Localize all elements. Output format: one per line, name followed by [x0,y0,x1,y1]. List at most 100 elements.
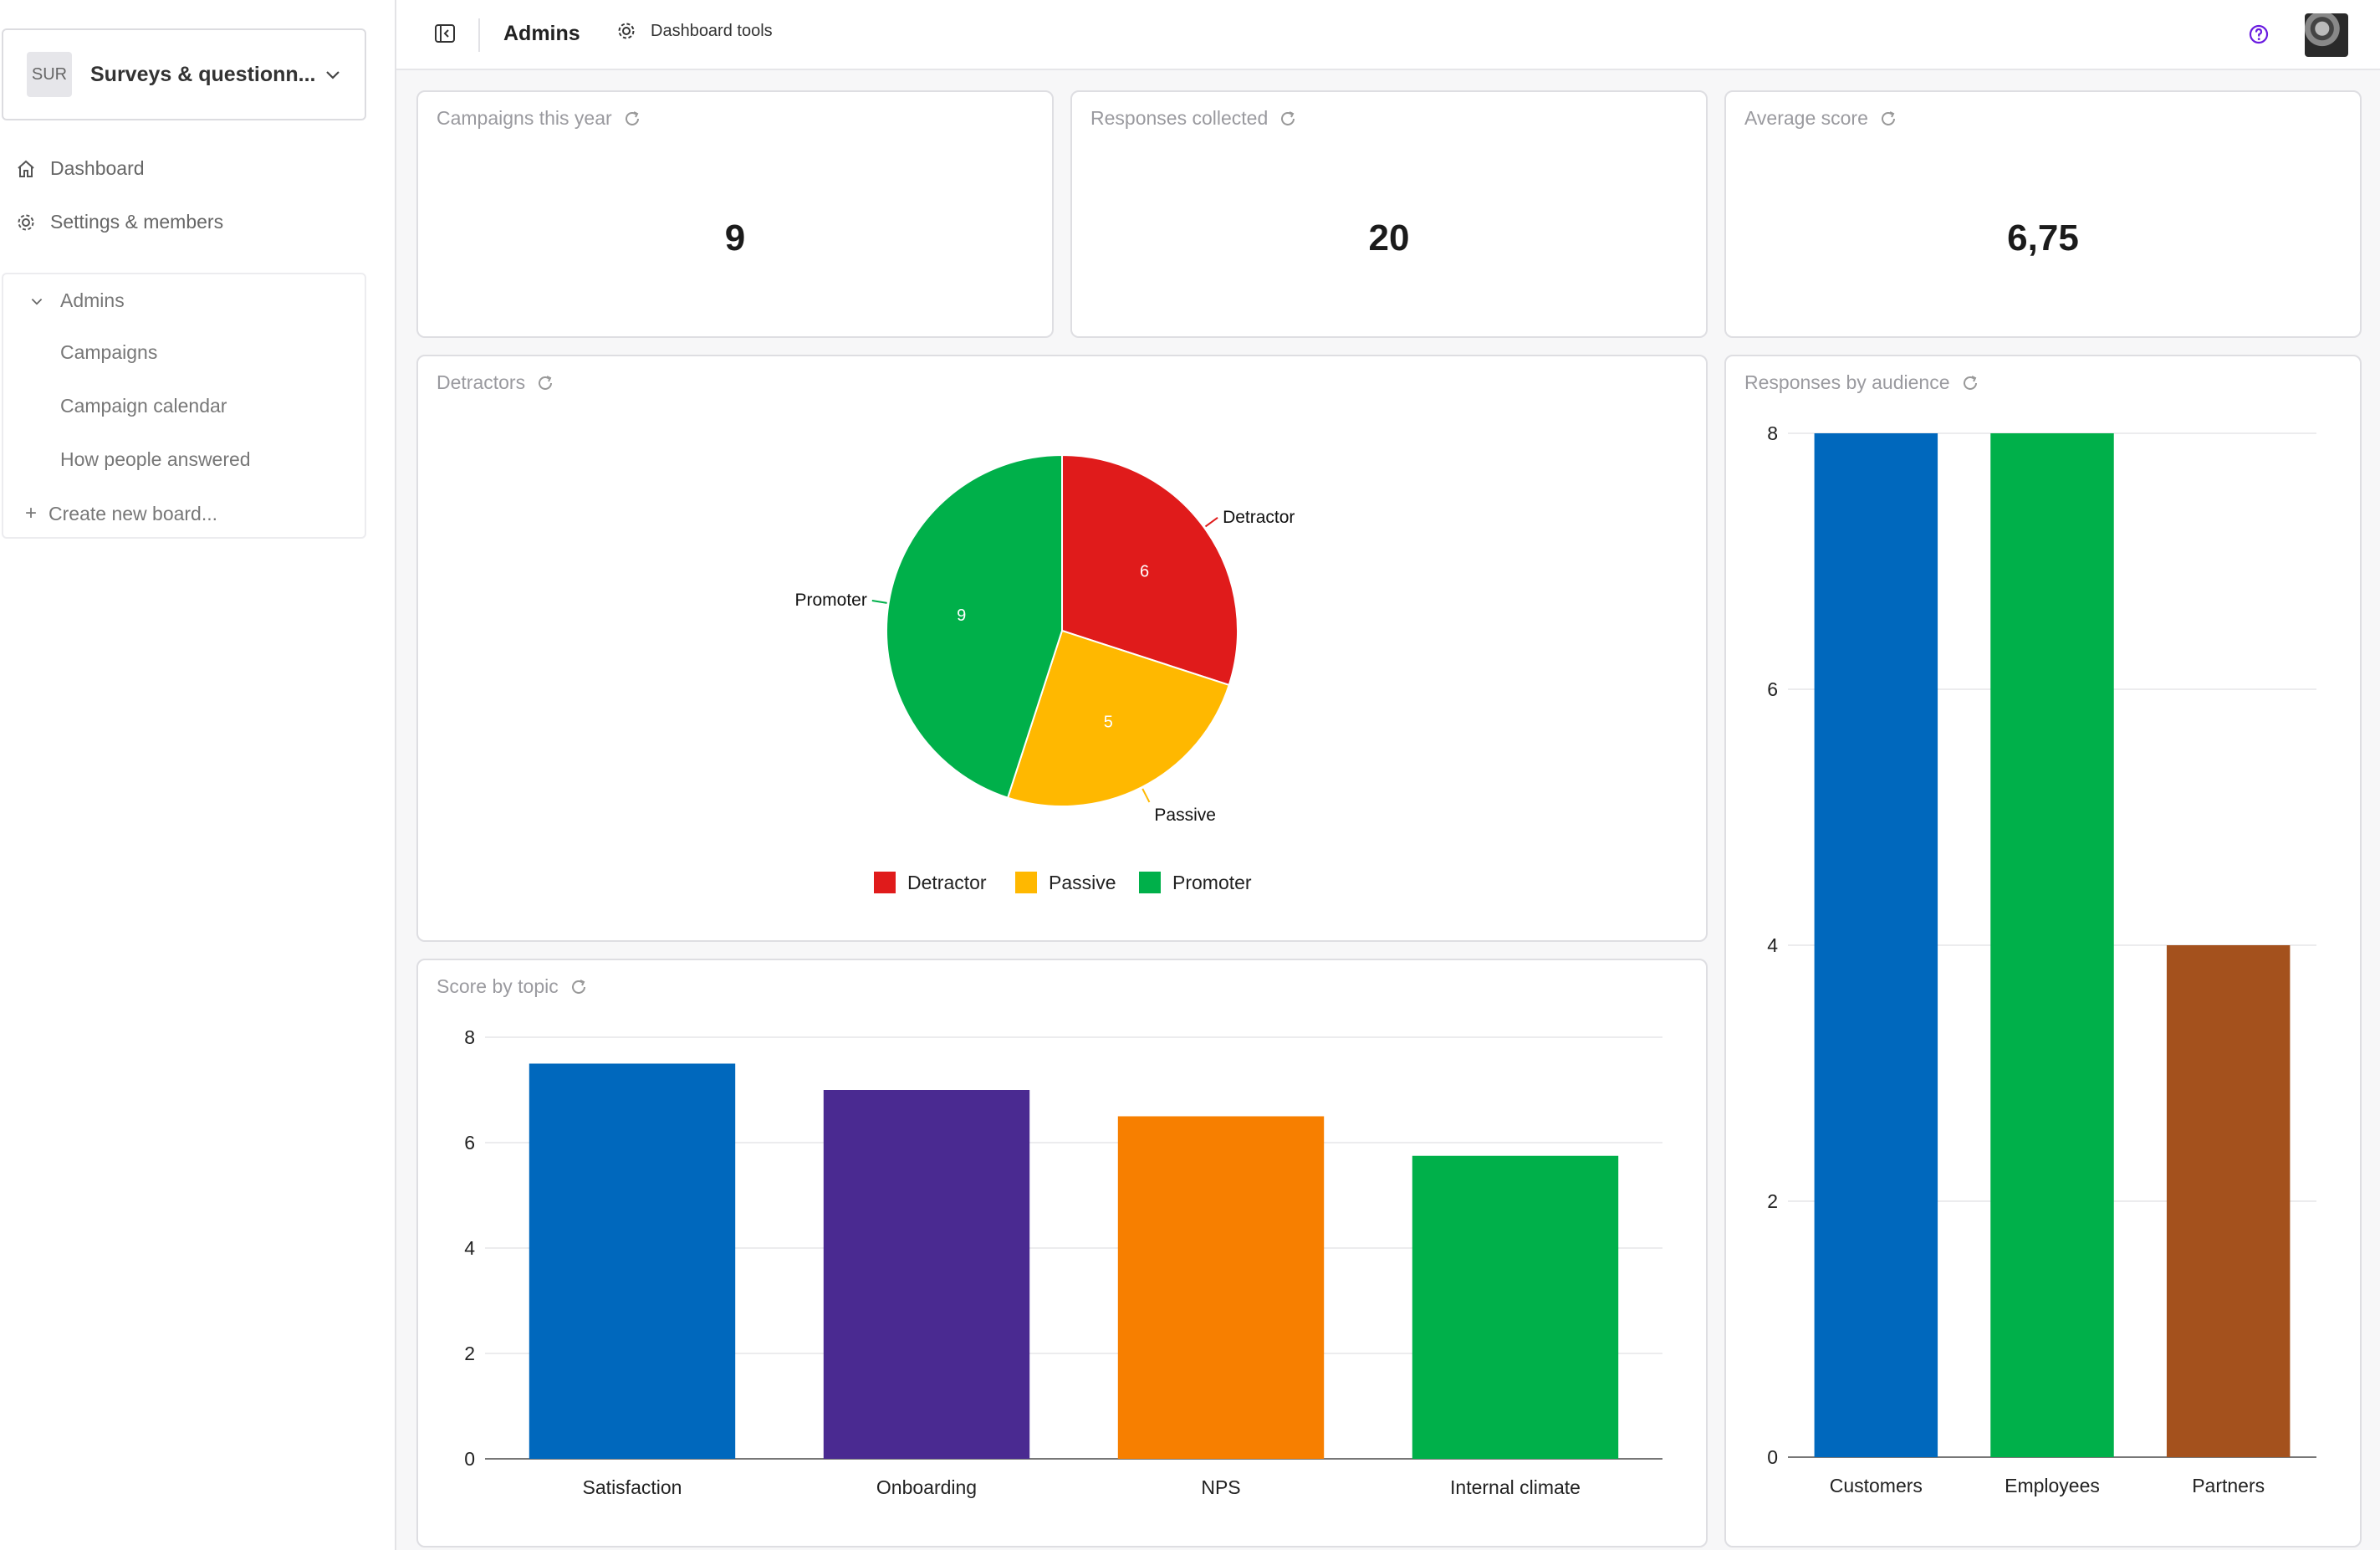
refresh-icon[interactable] [622,109,642,129]
nav-settings-label: Settings & members [50,211,224,233]
x-tick-label: Employees [2005,1475,2100,1496]
y-tick-label: 2 [1767,1190,1778,1212]
y-tick-label: 8 [1767,422,1778,444]
kpi-card-responses: Responses collected 20 [1070,90,1708,338]
kpi-title: Average score [1744,107,1898,130]
x-tick-label: Onboarding [876,1476,977,1498]
board-item-how-people-answered[interactable]: How people answered [60,448,251,470]
bar-employees [1990,433,2114,1457]
x-tick-label: Partners [2192,1475,2265,1496]
legend-swatch-promoter [1139,872,1161,893]
bar-satisfaction [529,1063,736,1459]
pie-leader-line [1141,788,1151,803]
y-tick-label: 4 [464,1237,475,1259]
user-avatar[interactable] [2305,13,2348,57]
legend-swatch-passive [1015,872,1037,893]
x-tick-label: Internal climate [1450,1476,1581,1498]
refresh-icon[interactable] [569,977,589,997]
x-tick-label: Satisfaction [583,1476,682,1498]
help-button[interactable] [2248,23,2270,45]
nav-settings-members[interactable]: Settings & members [15,211,223,233]
create-board-button[interactable]: + Create new board... [25,502,217,525]
card-title: Score by topic [437,975,589,998]
gear-icon [18,214,34,230]
x-tick-label: NPS [1201,1476,1240,1498]
group-label: Admins [60,289,125,311]
board-item-campaign-calendar[interactable]: Campaign calendar [60,395,227,417]
pie-leader-line [1204,517,1218,528]
dashboard-tools-button[interactable]: Dashboard tools [615,20,773,42]
y-tick-label: 6 [464,1132,475,1154]
bar-nps [1117,1116,1325,1459]
bar-customers [1814,433,1938,1457]
legend-label-passive: Passive [1049,872,1116,893]
workspace-name: Surveys & questionn... [90,62,316,86]
help-icon [2249,24,2269,44]
detractors-card: Detractors 6 Detractor 5 Passive 9 Promoter De… [416,355,1708,942]
chevron-down-icon [326,71,340,79]
pie-value-label: 9 [957,606,966,625]
y-tick-label: 2 [464,1343,475,1364]
pie-value-label: 6 [1140,562,1149,581]
workspace-switcher[interactable]: SUR Surveys & questionn... [2,28,366,120]
group-toggle-admins[interactable]: Admins [30,289,125,312]
pie-chart: 6 Detractor 5 Passive 9 Promoter Detractor Pass… [794,453,1295,893]
sidebar: SUR Surveys & questionn... Dashboard Set… [0,0,396,1550]
kpi-card-average-score: Average score 6,75 [1724,90,2362,338]
kpi-value: 20 [1368,217,1410,258]
card-title-text: Score by topic [437,975,559,997]
page-title: Admins [503,22,580,45]
pie-slice-passive [1006,629,1230,807]
topic-bar-chart: 0 2 4 6 8 Satisfaction Onboarding NPS Internal c… [464,1026,1662,1498]
home-icon [18,160,34,177]
y-tick-label: 0 [464,1448,475,1470]
kpi-title-text: Campaigns this year [437,107,612,129]
legend-label-detractor: Detractor [907,872,987,893]
pie-category-label: Passive [1154,806,1216,825]
refresh-icon[interactable] [1878,109,1898,129]
card-title: Detractors [437,371,555,394]
audience-bar-chart: 0 2 4 6 8 Customers Employees Partners [1767,422,2316,1496]
kpi-title-text: Average score [1744,107,1868,129]
kpi-title: Campaigns this year [437,107,642,130]
board-group: Admins Campaigns Campaign calendar How p… [2,273,366,539]
pie-legend: Detractor Passive Promoter [874,872,1252,893]
nav-dashboard-label: Dashboard [50,157,145,179]
kpi-value: 9 [724,217,746,258]
bar-internal-climate [1412,1155,1619,1459]
pie-category-label: Detractor [1223,508,1295,527]
refresh-icon[interactable] [1278,109,1298,129]
board-item-campaigns[interactable]: Campaigns [60,341,158,363]
refresh-icon[interactable] [535,373,555,393]
card-title: Responses by audience [1744,371,1980,394]
sidebar-collapse-icon [435,24,455,43]
y-tick-label: 0 [1767,1446,1778,1468]
responses-by-audience-card: Responses by audience 0 2 4 6 8 Customers Empl… [1724,355,2362,1547]
nav-dashboard[interactable]: Dashboard [15,157,145,180]
x-tick-label: Customers [1830,1475,1923,1496]
card-title-text: Detractors [437,371,526,393]
gear-icon [618,23,635,39]
pie-slice-detractor [1061,453,1239,687]
bar-onboarding [823,1090,1030,1459]
kpi-card-campaigns: Campaigns this year 9 [416,90,1054,338]
kpi-value: 6,75 [2007,217,2079,258]
kpi-title: Responses collected [1090,107,1298,130]
legend-swatch-detractor [874,872,896,893]
create-board-label: Create new board... [49,502,218,524]
legend-label-promoter: Promoter [1172,872,1252,893]
topbar: Admins Dashboard tools [396,0,2380,70]
pie-slice-promoter [886,453,1063,799]
score-by-topic-card: Score by topic 0 2 4 6 8 Satisfaction Onboardi… [416,959,1708,1547]
y-tick-label: 6 [1767,678,1778,700]
pie-value-label: 5 [1104,714,1113,732]
toggle-sidebar-button[interactable] [433,22,457,45]
refresh-icon[interactable] [1960,373,1980,393]
bar-partners [2166,945,2291,1457]
pie-category-label: Promoter [794,591,866,610]
y-tick-label: 4 [1767,934,1778,956]
plus-icon: + [25,502,38,524]
chevron-down-icon [31,298,43,304]
dashboard-tools-label: Dashboard tools [651,21,773,40]
y-tick-label: 8 [464,1026,475,1048]
